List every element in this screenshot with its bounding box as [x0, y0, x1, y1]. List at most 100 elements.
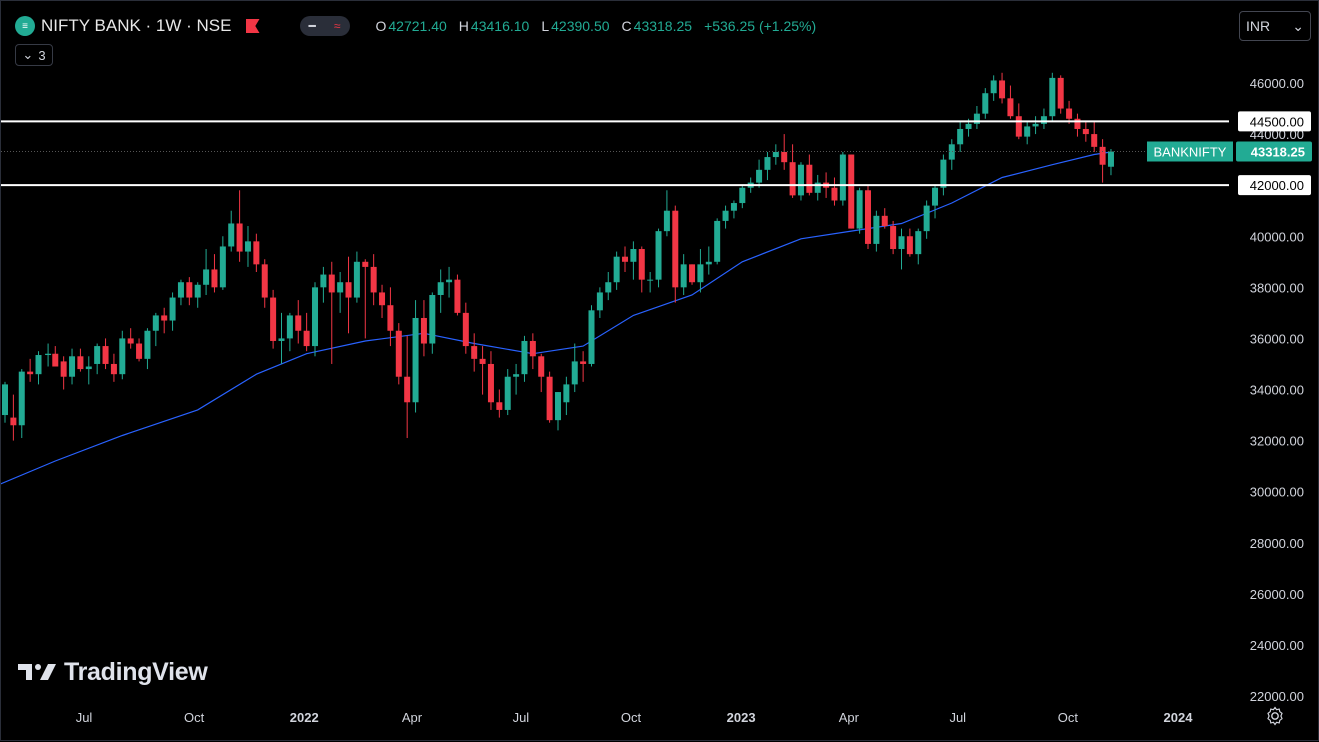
candle-body	[27, 371, 34, 375]
candle	[479, 346, 486, 395]
candle	[144, 328, 151, 370]
candle	[580, 351, 587, 382]
level-label-box	[1238, 175, 1311, 196]
x-tick-label: 2024	[1164, 710, 1194, 725]
candle-body	[60, 361, 67, 377]
candle	[395, 323, 402, 385]
currency-select[interactable]: INR ⌄	[1239, 11, 1311, 41]
candle	[588, 305, 595, 367]
close-label: C	[621, 18, 632, 34]
last-price-label: 43318.25	[1251, 144, 1305, 159]
candle	[772, 144, 779, 165]
low-value: 42390.50	[551, 18, 610, 34]
candle-body	[898, 236, 905, 250]
candle	[864, 185, 871, 250]
gear-icon[interactable]	[1265, 706, 1285, 726]
candle-body	[932, 187, 939, 206]
candle-body	[605, 282, 612, 293]
y-tick-label: 28000.00	[1250, 536, 1304, 551]
candle-body	[420, 317, 427, 344]
candle	[102, 338, 109, 370]
candle-body	[596, 292, 603, 311]
candle-body	[839, 154, 846, 201]
candle	[52, 346, 59, 367]
candle-body	[647, 279, 654, 281]
x-tick-label: 2022	[290, 710, 319, 725]
y-tick-label: 26000.00	[1250, 587, 1304, 602]
candle-body	[303, 330, 310, 347]
candle-body	[2, 384, 9, 416]
candle	[286, 312, 293, 352]
candle	[362, 259, 369, 339]
x-tick-label: 2023	[727, 710, 756, 725]
candle-body	[806, 164, 813, 193]
candle	[789, 144, 796, 198]
candle	[487, 351, 494, 410]
candle-body	[278, 338, 285, 341]
candle-body	[923, 205, 930, 232]
candle-body	[563, 384, 570, 403]
candle	[538, 353, 545, 393]
candle-body	[362, 261, 369, 267]
candle-body	[77, 356, 84, 370]
candle	[110, 353, 117, 382]
candle-body	[320, 274, 327, 288]
symbol-tag-box	[1147, 141, 1233, 162]
candle	[370, 254, 377, 306]
last-price-label-box	[1236, 141, 1312, 162]
candle-body	[454, 279, 461, 313]
candle	[177, 279, 184, 306]
candle	[2, 381, 9, 423]
candle	[152, 312, 159, 347]
candle	[1007, 85, 1014, 119]
candle	[203, 249, 210, 295]
candle	[437, 269, 444, 313]
indicators-count: 3	[38, 47, 46, 63]
candle-body	[177, 282, 184, 298]
candle-body	[35, 355, 42, 375]
candle	[730, 200, 737, 219]
candle-body	[831, 187, 838, 201]
candle-body	[881, 215, 888, 227]
candle	[973, 105, 980, 129]
symbol-title[interactable]: NIFTY BANK · 1W · NSE	[41, 16, 232, 35]
candle	[563, 376, 570, 416]
wave-icon[interactable]: ≈	[333, 19, 341, 33]
candle	[797, 162, 804, 201]
candle	[906, 228, 913, 257]
candle	[839, 151, 846, 206]
candle-body	[286, 315, 293, 339]
flag-icon[interactable]	[246, 19, 260, 33]
y-tick-label: 34000.00	[1250, 383, 1304, 398]
y-tick-label: 32000.00	[1250, 434, 1304, 449]
candle	[337, 272, 344, 313]
candle-body	[856, 190, 863, 229]
indicators-toggle-button[interactable]: ⌄ 3	[15, 44, 53, 66]
tradingview-logo[interactable]: TradingView	[18, 657, 208, 687]
candle	[454, 274, 461, 316]
candle-body	[739, 187, 746, 204]
open-value: 42721.40	[388, 18, 447, 34]
level-label-box	[1238, 111, 1311, 132]
candle	[1099, 139, 1106, 183]
candle	[881, 208, 888, 229]
compare-toggle[interactable]: ━ ≈	[299, 16, 350, 36]
candle	[890, 220, 897, 255]
candle-body	[521, 340, 528, 375]
minus-icon[interactable]: ━	[308, 19, 316, 33]
candle-body	[161, 315, 168, 321]
candle	[1091, 121, 1098, 152]
candle-body	[144, 330, 151, 359]
candle	[471, 333, 478, 372]
candle	[622, 246, 629, 273]
candle-body	[94, 346, 101, 364]
candle-body	[915, 231, 922, 255]
candle	[312, 282, 319, 357]
exchange-icon[interactable]: ≡	[15, 16, 35, 36]
level-label: 44500.00	[1250, 114, 1304, 129]
candle	[60, 356, 67, 390]
candle-body	[1049, 77, 1056, 117]
candle-body	[722, 210, 729, 221]
